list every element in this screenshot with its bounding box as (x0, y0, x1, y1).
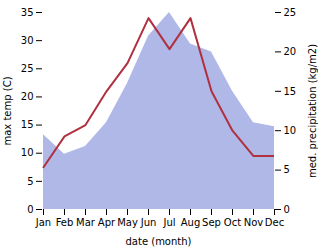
svg-text:25: 25 (284, 7, 297, 18)
svg-text:15: 15 (284, 86, 297, 97)
svg-text:25: 25 (21, 63, 34, 74)
svg-text:Jan: Jan (35, 217, 51, 228)
svg-text:date (month): date (month) (126, 236, 192, 247)
svg-text:med. precipitation (kg/m2): med. precipitation (kg/m2) (307, 44, 318, 178)
svg-text:15: 15 (21, 119, 34, 130)
svg-text:20: 20 (284, 46, 297, 57)
svg-text:35: 35 (21, 7, 34, 18)
svg-text:5: 5 (27, 176, 33, 187)
svg-text:Nov: Nov (244, 217, 264, 228)
svg-text:max temp (C): max temp (C) (2, 76, 13, 145)
svg-text:Dec: Dec (265, 217, 284, 228)
svg-text:10: 10 (21, 147, 34, 158)
svg-text:Aug: Aug (181, 217, 201, 228)
svg-text:20: 20 (21, 91, 34, 102)
svg-text:Feb: Feb (56, 217, 74, 228)
svg-text:30: 30 (21, 35, 34, 46)
svg-text:0: 0 (284, 204, 290, 215)
svg-text:Jun: Jun (140, 217, 157, 228)
svg-text:0: 0 (27, 204, 33, 215)
svg-text:May: May (117, 217, 138, 228)
svg-text:Mar: Mar (76, 217, 96, 228)
svg-text:5: 5 (284, 164, 290, 175)
svg-text:Sep: Sep (202, 217, 221, 228)
svg-text:10: 10 (284, 125, 297, 136)
svg-text:Apr: Apr (98, 217, 116, 228)
svg-text:Jul: Jul (162, 217, 175, 228)
svg-text:Oct: Oct (224, 217, 241, 228)
